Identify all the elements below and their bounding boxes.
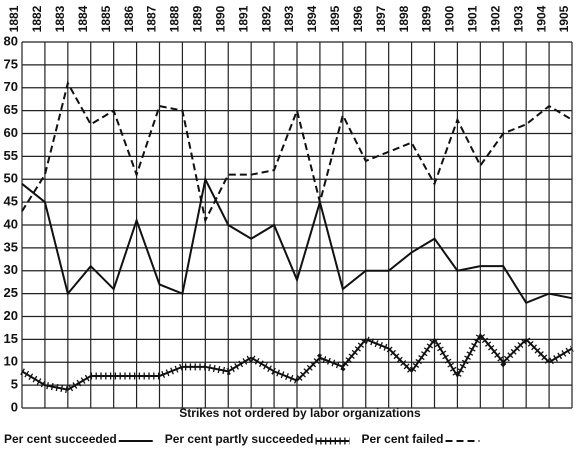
y-tick-label: 20 [4,308,18,323]
x-tick-label: 1890 [213,5,227,32]
y-tick-label: 10 [4,354,18,369]
x-tick-label: 1897 [374,5,388,32]
x-tick-label: 1883 [53,5,67,32]
y-tick-label: 35 [4,239,18,254]
x-tick-label: 1882 [30,5,44,32]
y-tick-label: 5 [11,377,18,392]
legend-label: Per cent partly succeeded [165,432,314,446]
x-tick-label: 1885 [99,5,113,32]
y-tick-label: 70 [4,79,18,94]
y-tick-label: 80 [4,33,18,48]
x-tick-label: 1905 [557,5,571,32]
x-tick-label: 1888 [168,5,182,32]
x-tick-label: 1895 [328,5,342,32]
x-tick-label: 1891 [236,5,250,32]
x-tick-label: 1886 [122,5,136,32]
x-tick-label: 1900 [443,5,457,32]
y-tick-label: 60 [4,125,18,140]
y-tick-label: 55 [4,148,18,163]
x-tick-label: 1893 [282,5,296,32]
legend-label: Per cent succeeded [4,432,117,446]
x-tick-label: 1896 [351,5,365,32]
y-tick-label: 15 [4,331,18,346]
x-tick-label: 1903 [511,5,525,32]
x-tick-label: 1898 [397,5,411,32]
x-tick-label: 1901 [466,5,480,32]
x-tick-label: 1894 [305,5,319,32]
series-line [21,80,573,224]
y-tick-label: 50 [4,171,18,186]
y-tick-label: 30 [4,262,18,277]
x-tick-label: 1892 [259,5,273,32]
x-tick-label: 1884 [76,5,90,32]
x-tick-label: 1902 [488,5,502,32]
x-tick-label: 1899 [420,5,434,32]
x-tick-label: 1881 [7,5,21,32]
x-tick-label: 1889 [191,5,205,32]
chart-title: Strikes not ordered by labor organizatio… [179,406,421,420]
x-tick-label: 1904 [534,5,548,32]
x-tick-label: 1887 [145,5,159,32]
series-line [21,333,573,391]
legend-label: Per cent failed [361,432,443,446]
series-line [21,176,573,305]
y-tick-label: 25 [4,285,18,300]
y-tick-label: 65 [4,102,18,117]
y-tick-label: 75 [4,56,18,71]
y-tick-label: 45 [4,194,18,209]
y-tick-label: 0 [11,399,18,414]
y-tick-label: 40 [4,216,18,231]
